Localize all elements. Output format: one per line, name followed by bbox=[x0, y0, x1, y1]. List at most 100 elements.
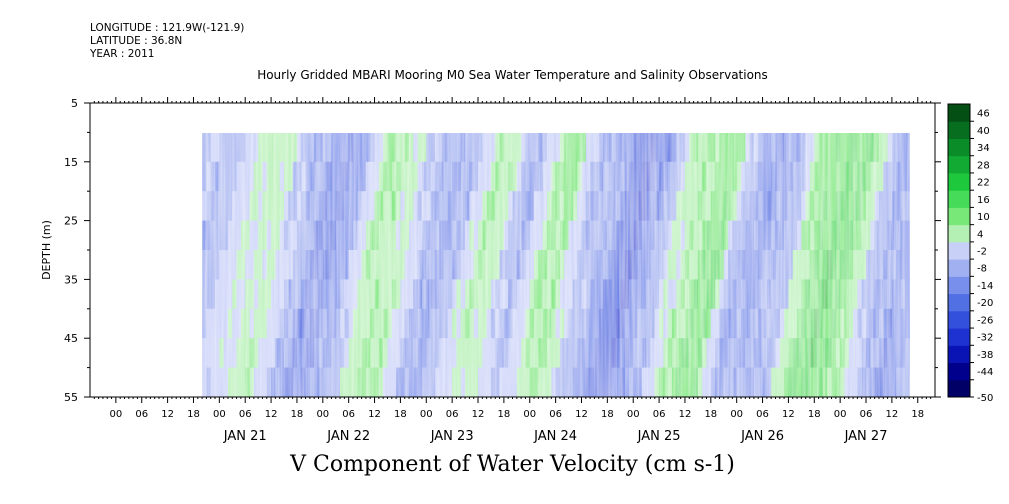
heatmap-cell bbox=[538, 308, 544, 339]
heatmap-cell bbox=[835, 308, 841, 339]
heatmap-cell bbox=[258, 279, 264, 310]
heatmap-cell bbox=[348, 279, 354, 310]
heatmap-cell bbox=[365, 133, 371, 163]
heatmap-cell bbox=[559, 338, 565, 369]
colorbar-tick-label: -44 bbox=[977, 367, 993, 378]
heatmap-cell bbox=[512, 308, 518, 339]
heatmap-cell bbox=[439, 133, 445, 163]
heatmap-cell bbox=[387, 279, 393, 310]
heatmap-cell bbox=[409, 220, 414, 251]
heatmap-cell bbox=[771, 191, 777, 222]
heatmap-cell bbox=[878, 338, 884, 369]
heatmap-cell bbox=[236, 133, 242, 163]
heatmap-cell bbox=[624, 308, 630, 339]
heatmap-cell bbox=[900, 338, 906, 369]
heatmap-cell bbox=[702, 308, 708, 339]
heatmap-cell bbox=[227, 338, 233, 369]
heatmap-cell bbox=[391, 279, 397, 310]
heatmap-cell bbox=[624, 250, 630, 280]
heatmap-cell bbox=[590, 338, 596, 369]
heatmap-cell bbox=[206, 161, 212, 192]
heatmap-cell bbox=[710, 133, 716, 163]
heatmap-cell bbox=[443, 338, 449, 369]
heatmap-cell bbox=[219, 250, 225, 280]
heatmap-cell bbox=[460, 279, 466, 310]
heatmap-cell bbox=[551, 133, 557, 163]
heatmap-cell bbox=[900, 133, 906, 163]
heatmap-cell bbox=[434, 279, 440, 310]
heatmap-cell bbox=[232, 191, 238, 222]
heatmap-cell bbox=[853, 220, 858, 251]
heatmap-cell bbox=[219, 191, 225, 222]
heatmap-cell bbox=[348, 191, 354, 222]
heatmap-cell bbox=[762, 250, 768, 280]
heatmap-cell bbox=[279, 338, 285, 369]
heatmap-cell bbox=[581, 338, 587, 369]
heatmap-cell bbox=[271, 367, 276, 397]
heatmap-cell bbox=[512, 133, 518, 163]
heatmap-cell bbox=[357, 250, 363, 280]
heatmap-cell bbox=[439, 161, 445, 192]
heatmap-cell bbox=[590, 367, 596, 397]
heatmap-cell bbox=[585, 161, 591, 192]
heatmap-cell bbox=[499, 250, 505, 280]
heatmap-cell bbox=[891, 367, 897, 397]
heatmap-cell bbox=[848, 279, 854, 310]
colorbar-tick-label: 34 bbox=[977, 143, 990, 154]
heatmap-cell bbox=[568, 338, 574, 369]
heatmap-cell bbox=[766, 161, 772, 192]
heatmap-cell bbox=[732, 367, 738, 397]
heatmap-cell bbox=[590, 191, 596, 222]
heatmap-cell bbox=[508, 161, 514, 192]
heatmap-cell bbox=[844, 338, 850, 369]
heatmap-cell bbox=[633, 220, 639, 251]
colorbar-swatch bbox=[948, 241, 970, 260]
heatmap-cell bbox=[866, 279, 871, 310]
heatmap-cell bbox=[663, 220, 669, 251]
heatmap-cell bbox=[637, 367, 643, 397]
heatmap-cell bbox=[766, 133, 772, 163]
heatmap-cell bbox=[814, 308, 820, 339]
heatmap-cell bbox=[659, 367, 664, 397]
heatmap-cell bbox=[490, 250, 496, 280]
heatmap-cell bbox=[417, 250, 423, 280]
heatmap-cell bbox=[585, 308, 591, 339]
latitude-label: LATITUDE : 36.8N bbox=[90, 35, 183, 47]
heatmap-cell bbox=[365, 250, 371, 280]
heatmap-cell bbox=[904, 133, 910, 163]
heatmap-cell bbox=[469, 133, 475, 163]
heatmap-cell bbox=[309, 308, 315, 339]
heatmap-cell bbox=[284, 367, 289, 397]
heatmap-cell bbox=[357, 338, 363, 369]
heatmap-cell bbox=[870, 191, 876, 222]
heatmap-cell bbox=[465, 220, 470, 251]
heatmap-cell bbox=[534, 220, 539, 251]
heatmap-cell bbox=[361, 220, 367, 251]
heatmap-cell bbox=[598, 161, 604, 192]
heatmap-cell bbox=[486, 161, 492, 192]
heatmap-cell bbox=[219, 367, 225, 397]
heatmap-cell bbox=[779, 220, 785, 251]
heatmap-cell bbox=[301, 220, 307, 251]
heatmap-cell bbox=[762, 279, 768, 310]
heatmap-cell bbox=[792, 279, 798, 310]
heatmap-cell bbox=[482, 308, 488, 339]
heatmap-cell bbox=[624, 338, 630, 369]
heatmap-cell bbox=[814, 220, 820, 251]
heatmap-cell bbox=[421, 279, 427, 310]
heatmap-cell bbox=[891, 191, 897, 222]
heatmap-cell bbox=[857, 250, 863, 280]
heatmap-cell bbox=[585, 133, 591, 163]
heatmap-cell bbox=[559, 133, 565, 163]
heatmap-cell bbox=[814, 250, 820, 280]
heatmap-cell bbox=[628, 279, 634, 310]
heatmap-cell bbox=[628, 191, 634, 222]
heatmap-cell bbox=[611, 220, 617, 251]
heatmap-cell bbox=[559, 250, 565, 280]
heatmap-cell bbox=[391, 308, 397, 339]
heatmap-cell bbox=[253, 367, 259, 397]
heatmap-cell bbox=[797, 220, 802, 251]
heatmap-cell bbox=[374, 191, 380, 222]
heatmap-cell bbox=[534, 161, 539, 192]
heatmap-cell bbox=[749, 161, 755, 192]
